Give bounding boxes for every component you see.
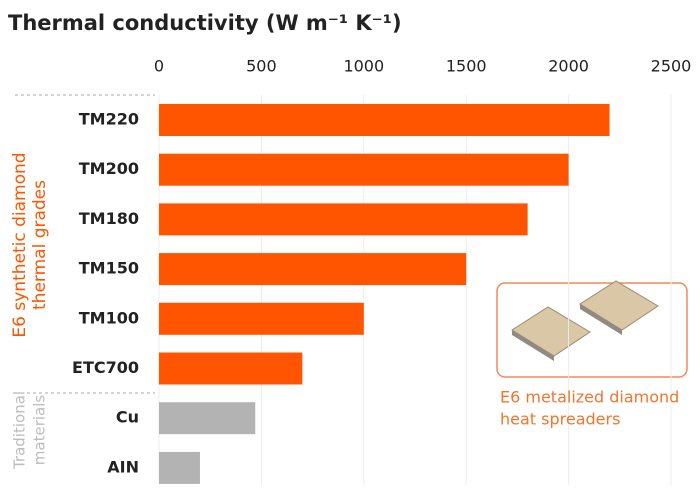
y-tick-label: TM180	[79, 209, 139, 228]
inset-caption: E6 metalized diamond	[500, 388, 679, 407]
inset	[496, 280, 688, 378]
inset-caption: heat spreaders	[500, 410, 620, 429]
chart-title: Thermal conductivity (W m⁻¹ K⁻¹)	[8, 11, 402, 35]
y-tick-label: ETC700	[72, 358, 139, 377]
bar	[159, 203, 528, 236]
x-tick-label: 0	[154, 57, 164, 76]
heat-spreader-edge	[512, 330, 554, 361]
group-label: E6 synthetic diamond	[10, 152, 30, 337]
bar	[159, 402, 256, 435]
x-tick-label: 1500	[446, 57, 487, 76]
bar	[159, 352, 303, 385]
y-tick-label: TM200	[79, 159, 139, 178]
x-tick-label: 500	[246, 57, 277, 76]
x-tick-label: 1000	[343, 57, 384, 76]
group-label: materials	[31, 395, 49, 466]
y-tick-label: TM150	[79, 259, 139, 278]
bar	[159, 302, 364, 335]
y-tick-label: TM100	[79, 308, 139, 327]
x-tick-label: 2000	[548, 57, 589, 76]
bar	[159, 153, 569, 186]
y-tick-label: Cu	[116, 408, 139, 427]
bar	[159, 104, 610, 136]
y-tick-label: TM220	[79, 110, 139, 129]
bar	[159, 451, 200, 484]
y-tick-label: AIN	[107, 457, 139, 476]
x-tick-label: 2500	[651, 57, 692, 76]
group-label: Traditional	[11, 391, 29, 470]
heat-spreader-edge	[580, 304, 622, 335]
bar	[159, 253, 467, 286]
group-label: thermal grades	[30, 180, 50, 310]
